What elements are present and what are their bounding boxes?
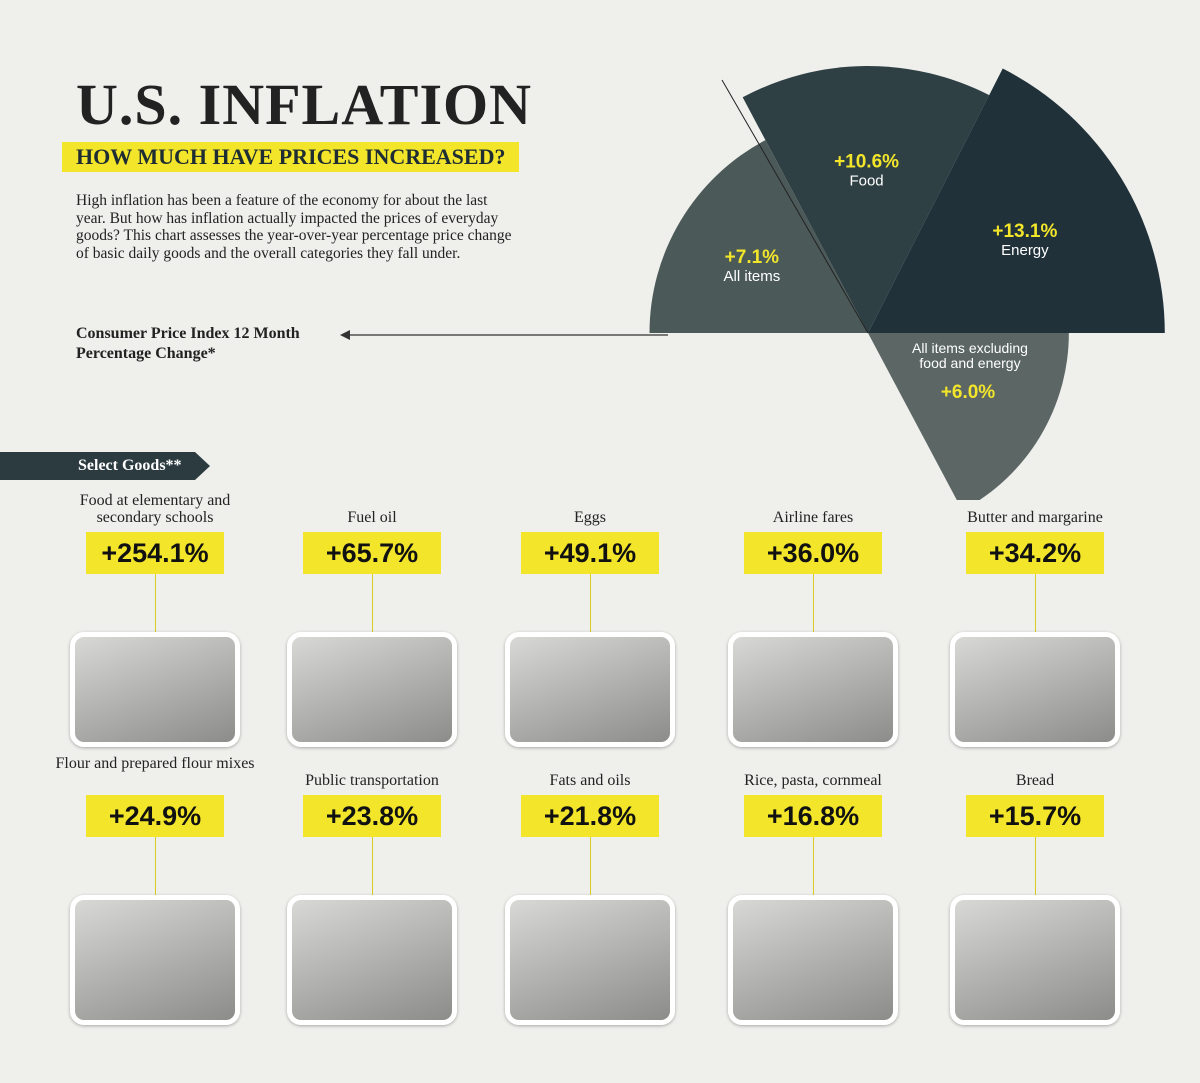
category-label: Energy <box>1001 242 1049 259</box>
connector <box>155 574 156 634</box>
product-image <box>287 632 457 747</box>
value-label: +254.1% <box>101 538 209 568</box>
category-label: All items excluding food and energy <box>912 340 1028 371</box>
product-image <box>728 632 898 747</box>
category-label: Fats and oils <box>549 772 631 789</box>
category-label: Eggs <box>574 509 606 526</box>
connector <box>590 837 591 897</box>
value-box: +254.1% <box>86 532 224 574</box>
value-label: +34.2% <box>988 538 1082 568</box>
category-label: Airline fares <box>772 509 854 526</box>
category-label: Food at elementary and secondary schools <box>79 492 231 526</box>
connector <box>590 574 591 634</box>
category-label: All items <box>724 268 781 285</box>
product-image <box>728 895 898 1025</box>
value-label: +21.8% <box>543 801 637 831</box>
polar-chart: +7.1%All items +10.6%Food +13.1%Energy All … <box>340 66 1165 500</box>
sector <box>868 68 1165 333</box>
sector <box>868 333 1069 500</box>
connector <box>372 837 373 897</box>
value-box: +36.0% <box>744 532 882 574</box>
chart-label: Consumer Price Index 12 Month Percentage… <box>76 325 300 362</box>
value-box: +16.8% <box>744 795 882 837</box>
value-box: +15.7% <box>966 795 1104 837</box>
category-label: Butter and margarine <box>967 509 1103 526</box>
product-image <box>505 895 675 1025</box>
connector <box>1035 574 1036 634</box>
category-label: Bread <box>1015 772 1055 789</box>
category-label: Fuel oil <box>347 509 397 526</box>
value-label: +15.7% <box>988 801 1082 831</box>
value-label: +23.8% <box>325 801 419 831</box>
value-box: +21.8% <box>521 795 659 837</box>
description: High inflation has been a feature of the… <box>76 192 512 262</box>
category-label: Flour and prepared flour mixes <box>55 755 255 772</box>
category-label: Public transportation <box>305 772 439 789</box>
value-label: +24.9% <box>108 801 202 831</box>
product-image <box>70 632 240 747</box>
category-label: Food <box>849 172 883 189</box>
value-label: +49.1% <box>543 538 637 568</box>
product-image <box>505 632 675 747</box>
axis-line <box>721 79 869 334</box>
sector <box>649 140 868 333</box>
value-box: +49.1% <box>521 532 659 574</box>
product-image <box>70 895 240 1025</box>
connector <box>813 837 814 897</box>
value-label: +13.1% <box>992 221 1057 242</box>
product-image <box>287 895 457 1025</box>
value-label: +16.8% <box>766 801 860 831</box>
value-label: +7.1% <box>725 247 780 268</box>
value-label: +10.6% <box>834 151 899 172</box>
title: U.S. INFLATION <box>76 72 533 137</box>
value-label: +65.7% <box>325 538 419 568</box>
section-label: Select Goods** <box>0 452 210 480</box>
value-label: +6.0% <box>941 382 996 403</box>
pointer-arrow <box>340 330 350 340</box>
product-image <box>950 895 1120 1025</box>
connector <box>813 574 814 634</box>
connector <box>372 574 373 634</box>
value-box: +34.2% <box>966 532 1104 574</box>
value-box: +65.7% <box>303 532 441 574</box>
category-label: Rice, pasta, cornmeal <box>744 772 882 789</box>
product-image <box>950 632 1120 747</box>
connector <box>1035 837 1036 897</box>
value-box: +24.9% <box>86 795 224 837</box>
value-box: +23.8% <box>303 795 441 837</box>
connector <box>155 837 156 897</box>
subtitle: HOW MUCH HAVE PRICES INCREASED? <box>62 142 520 172</box>
value-label: +36.0% <box>766 538 860 568</box>
sector <box>742 66 990 333</box>
